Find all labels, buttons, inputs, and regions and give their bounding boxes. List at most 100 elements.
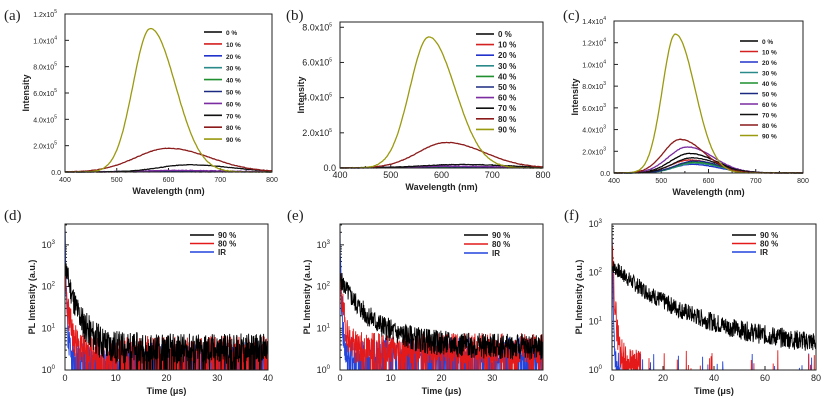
panel-a: (a) 400 500 600 700 800 0.0 2.0x105 4.0x105 6.0x1… xyxy=(4,8,278,196)
series-line-80 xyxy=(65,265,268,370)
legend-label: IR xyxy=(760,248,768,257)
y-axis-title: Intensity xyxy=(570,78,580,115)
y-tick-label: 100 xyxy=(42,365,56,375)
legend-label: 10 % xyxy=(226,42,241,49)
y-tick-exponent: 4 xyxy=(603,59,606,65)
x-tick-label: 500 xyxy=(655,178,667,185)
y-tick-label: 101 xyxy=(317,323,331,333)
y-tick-label: 2.0x103 xyxy=(582,146,606,156)
x-tick-label: 700 xyxy=(214,177,226,184)
y-tick-label: 100 xyxy=(589,365,603,375)
series-line-80 xyxy=(339,141,543,169)
y-axis-title: PL Intensity (a.u.) xyxy=(27,260,37,335)
x-tick-label: 800 xyxy=(797,178,809,185)
legend-label: 20 % xyxy=(762,60,777,67)
y-tick-label: 4.0x103 xyxy=(582,125,606,135)
x-axis-title: Time (μs) xyxy=(147,386,187,396)
y-tick-label: 6.0x103 xyxy=(582,103,606,113)
y-tick-exponent: 0 xyxy=(599,365,603,371)
y-tick-label: 2.0x105 xyxy=(33,141,57,151)
y-tick-label: 100 xyxy=(317,365,331,375)
legend-label: 70 % xyxy=(498,104,516,113)
legend-label: 0 % xyxy=(762,39,773,46)
legend-label: 90 % xyxy=(218,231,236,240)
plot-frame xyxy=(613,20,804,174)
x-axis-title: Wavelength (nm) xyxy=(132,186,204,196)
y-tick-label: 102 xyxy=(589,268,603,278)
x-tick-label: 800 xyxy=(535,170,550,180)
y-tick-exponent: 5 xyxy=(329,93,332,99)
y-tick-exponent: 5 xyxy=(329,128,332,134)
y-tick-exponent: 3 xyxy=(327,240,331,246)
legend-label: 70 % xyxy=(762,113,777,120)
legend-label: 90 % xyxy=(760,231,778,240)
y-tick-label: 6.0x105 xyxy=(33,88,57,98)
x-tick-label: 40 xyxy=(709,373,719,383)
legend-label: 80 % xyxy=(226,125,241,132)
legend-label: IR xyxy=(492,249,500,258)
legend-label: 90 % xyxy=(498,125,516,134)
x-tick-label: 600 xyxy=(434,170,449,180)
y-tick-label: 102 xyxy=(42,282,56,292)
panel-label: (f) xyxy=(564,208,579,224)
y-tick-exponent: 5 xyxy=(329,22,332,28)
y-tick-label: 4.0x105 xyxy=(33,114,57,124)
legend-label: 0 % xyxy=(498,30,512,39)
panel-label: (a) xyxy=(4,8,21,24)
series-line-90 xyxy=(339,36,544,169)
x-tick-label: 0 xyxy=(337,373,342,383)
x-tick-label: 600 xyxy=(163,177,175,184)
legend-label: 80 % xyxy=(492,240,510,249)
legend-label: 40 % xyxy=(226,78,241,85)
legend-label: 30 % xyxy=(226,66,241,73)
x-tick-label: 400 xyxy=(608,178,620,185)
legend-label: 20 % xyxy=(226,54,241,61)
legend-label: 70 % xyxy=(226,113,241,120)
panel-label: (d) xyxy=(4,208,22,224)
y-tick-exponent: 5 xyxy=(329,57,332,63)
legend-label: 60 % xyxy=(762,102,777,109)
y-tick-label: 8.0x105 xyxy=(302,22,332,32)
y-tick-exponent: 2 xyxy=(52,282,56,288)
x-axis-title: Wavelength (nm) xyxy=(672,187,744,197)
x-tick-label: 0 xyxy=(609,373,614,383)
plot-area xyxy=(340,224,543,370)
legend-label: 30 % xyxy=(498,62,516,71)
x-tick-label: 800 xyxy=(266,177,278,184)
panel-label: (b) xyxy=(286,8,304,24)
panel-b: (b) 400 500 600 700 800 0.0 2.0x105 4.0x105 6.0x1… xyxy=(286,8,551,192)
x-tick-label: 60 xyxy=(760,373,770,383)
x-tick-label: 20 xyxy=(161,373,171,383)
x-tick-label: 600 xyxy=(703,178,715,185)
legend-label: 80 % xyxy=(762,123,777,130)
y-tick-exponent: 3 xyxy=(52,240,56,246)
y-tick-exponent: 4 xyxy=(54,35,57,41)
plot-area xyxy=(65,224,268,370)
y-tick-label: 0.0 xyxy=(323,163,336,173)
y-tick-exponent: 5 xyxy=(54,114,57,120)
y-tick-label: 4.0x105 xyxy=(302,93,332,103)
y-tick-exponent: 2 xyxy=(599,268,603,274)
y-tick-exponent: 1 xyxy=(52,323,56,329)
y-tick-label: 1.2x105 xyxy=(33,9,57,19)
y-tick-label: 1.0x104 xyxy=(33,35,57,45)
legend-label: 40 % xyxy=(498,72,516,81)
y-tick-exponent: 5 xyxy=(54,141,57,147)
legend-label: 90 % xyxy=(492,231,510,240)
panel-c: (c) 400 500 600 700 800 0.0 2.0x103 4.0x103 6.0x1… xyxy=(563,8,809,197)
y-tick-label: 6.0x105 xyxy=(302,57,332,67)
x-tick-label: 700 xyxy=(750,178,762,185)
series-line-80 xyxy=(340,271,543,370)
y-tick-label: 101 xyxy=(589,316,603,326)
y-tick-exponent: 5 xyxy=(54,62,57,68)
y-tick-label: 8.0x103 xyxy=(582,81,606,91)
legend-label: 60 % xyxy=(226,101,241,108)
legend-label: 80 % xyxy=(498,115,516,124)
y-tick-exponent: 3 xyxy=(603,125,606,131)
legend-label: 0 % xyxy=(226,30,237,37)
y-axis-title: Intensity xyxy=(21,74,31,111)
legend-label: 10 % xyxy=(762,50,777,57)
